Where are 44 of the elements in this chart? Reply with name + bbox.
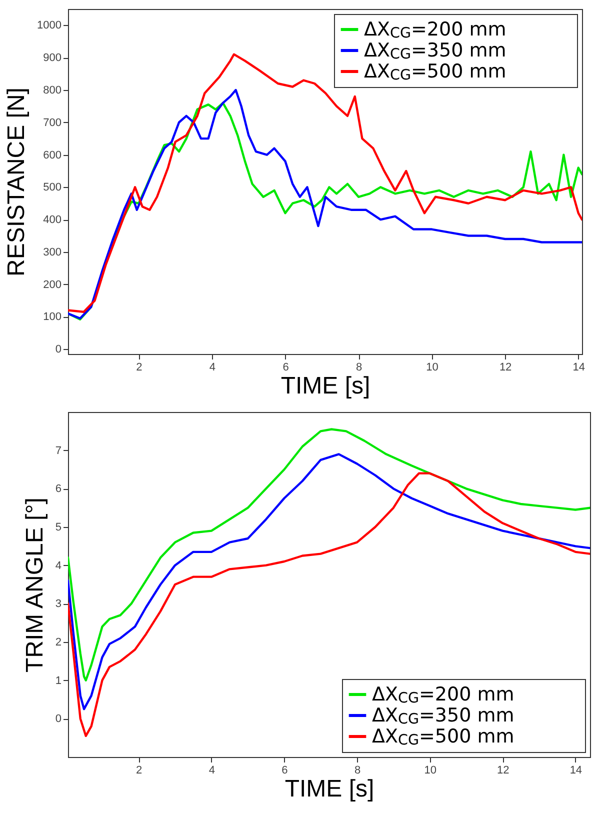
x-tick-label: 14: [570, 764, 582, 776]
legend-label: ΔX$_{CG}$=500 mm: [364, 60, 506, 84]
legend-label: ΔX$_{CG}$=200 mm: [372, 684, 514, 707]
y-tick-label: 3: [55, 598, 62, 610]
y-tick-label: 1: [55, 674, 62, 687]
y-axis-title: TRIM ANGLE [°]: [21, 498, 48, 672]
y-tick-label: 100: [43, 311, 62, 324]
y-tick-label: 600: [43, 149, 62, 162]
y-tick-label: 200: [43, 278, 62, 291]
y-tick-label: 0: [55, 713, 62, 726]
x-tick-label: 12: [499, 362, 512, 374]
x-tick-label: 2: [136, 764, 142, 776]
legend-label: ΔX$_{CG}$=500 mm: [372, 726, 514, 749]
y-tick-label: 0: [55, 344, 62, 356]
y-tick-label: 1000: [37, 20, 62, 32]
x-tick-label: 12: [497, 764, 510, 776]
x-tick-label: 10: [424, 764, 436, 776]
y-tick-label: 300: [43, 246, 62, 258]
y-tick-label: 7: [55, 444, 62, 457]
x-tick-label: 8: [354, 764, 361, 776]
x-tick-label: 6: [282, 362, 289, 374]
y-tick-label: 5: [55, 522, 62, 534]
legend-label: ΔX$_{CG}$=350 mm: [372, 704, 514, 728]
y-tick-label: 2: [55, 636, 62, 648]
y-tick-label: 800: [43, 84, 62, 96]
y-tick-label: 6: [55, 483, 62, 496]
x-tick-label: 2: [136, 362, 142, 374]
y-axis-title: RESISTANCE [N]: [3, 88, 30, 276]
y-tick-label: 4: [55, 560, 62, 572]
x-axis-title: TIME [s]: [280, 372, 370, 400]
x-axis-title: TIME [s]: [284, 776, 374, 802]
y-tick-label: 400: [43, 214, 62, 226]
y-tick-label: 900: [43, 52, 62, 64]
y-tick-label: 500: [43, 182, 62, 194]
x-tick-label: 8: [356, 362, 362, 374]
x-tick-label: 10: [426, 362, 438, 374]
x-tick-label: 14: [572, 362, 585, 374]
y-tick-label: 700: [43, 116, 62, 129]
x-tick-label: 6: [282, 764, 288, 776]
legend-label: ΔX$_{CG}$=350 mm: [364, 40, 506, 63]
x-tick-label: 4: [209, 362, 216, 374]
legend-label: ΔX$_{CG}$=200 mm: [364, 18, 506, 42]
line-series: [68, 428, 590, 682]
x-tick-label: 4: [208, 764, 215, 776]
